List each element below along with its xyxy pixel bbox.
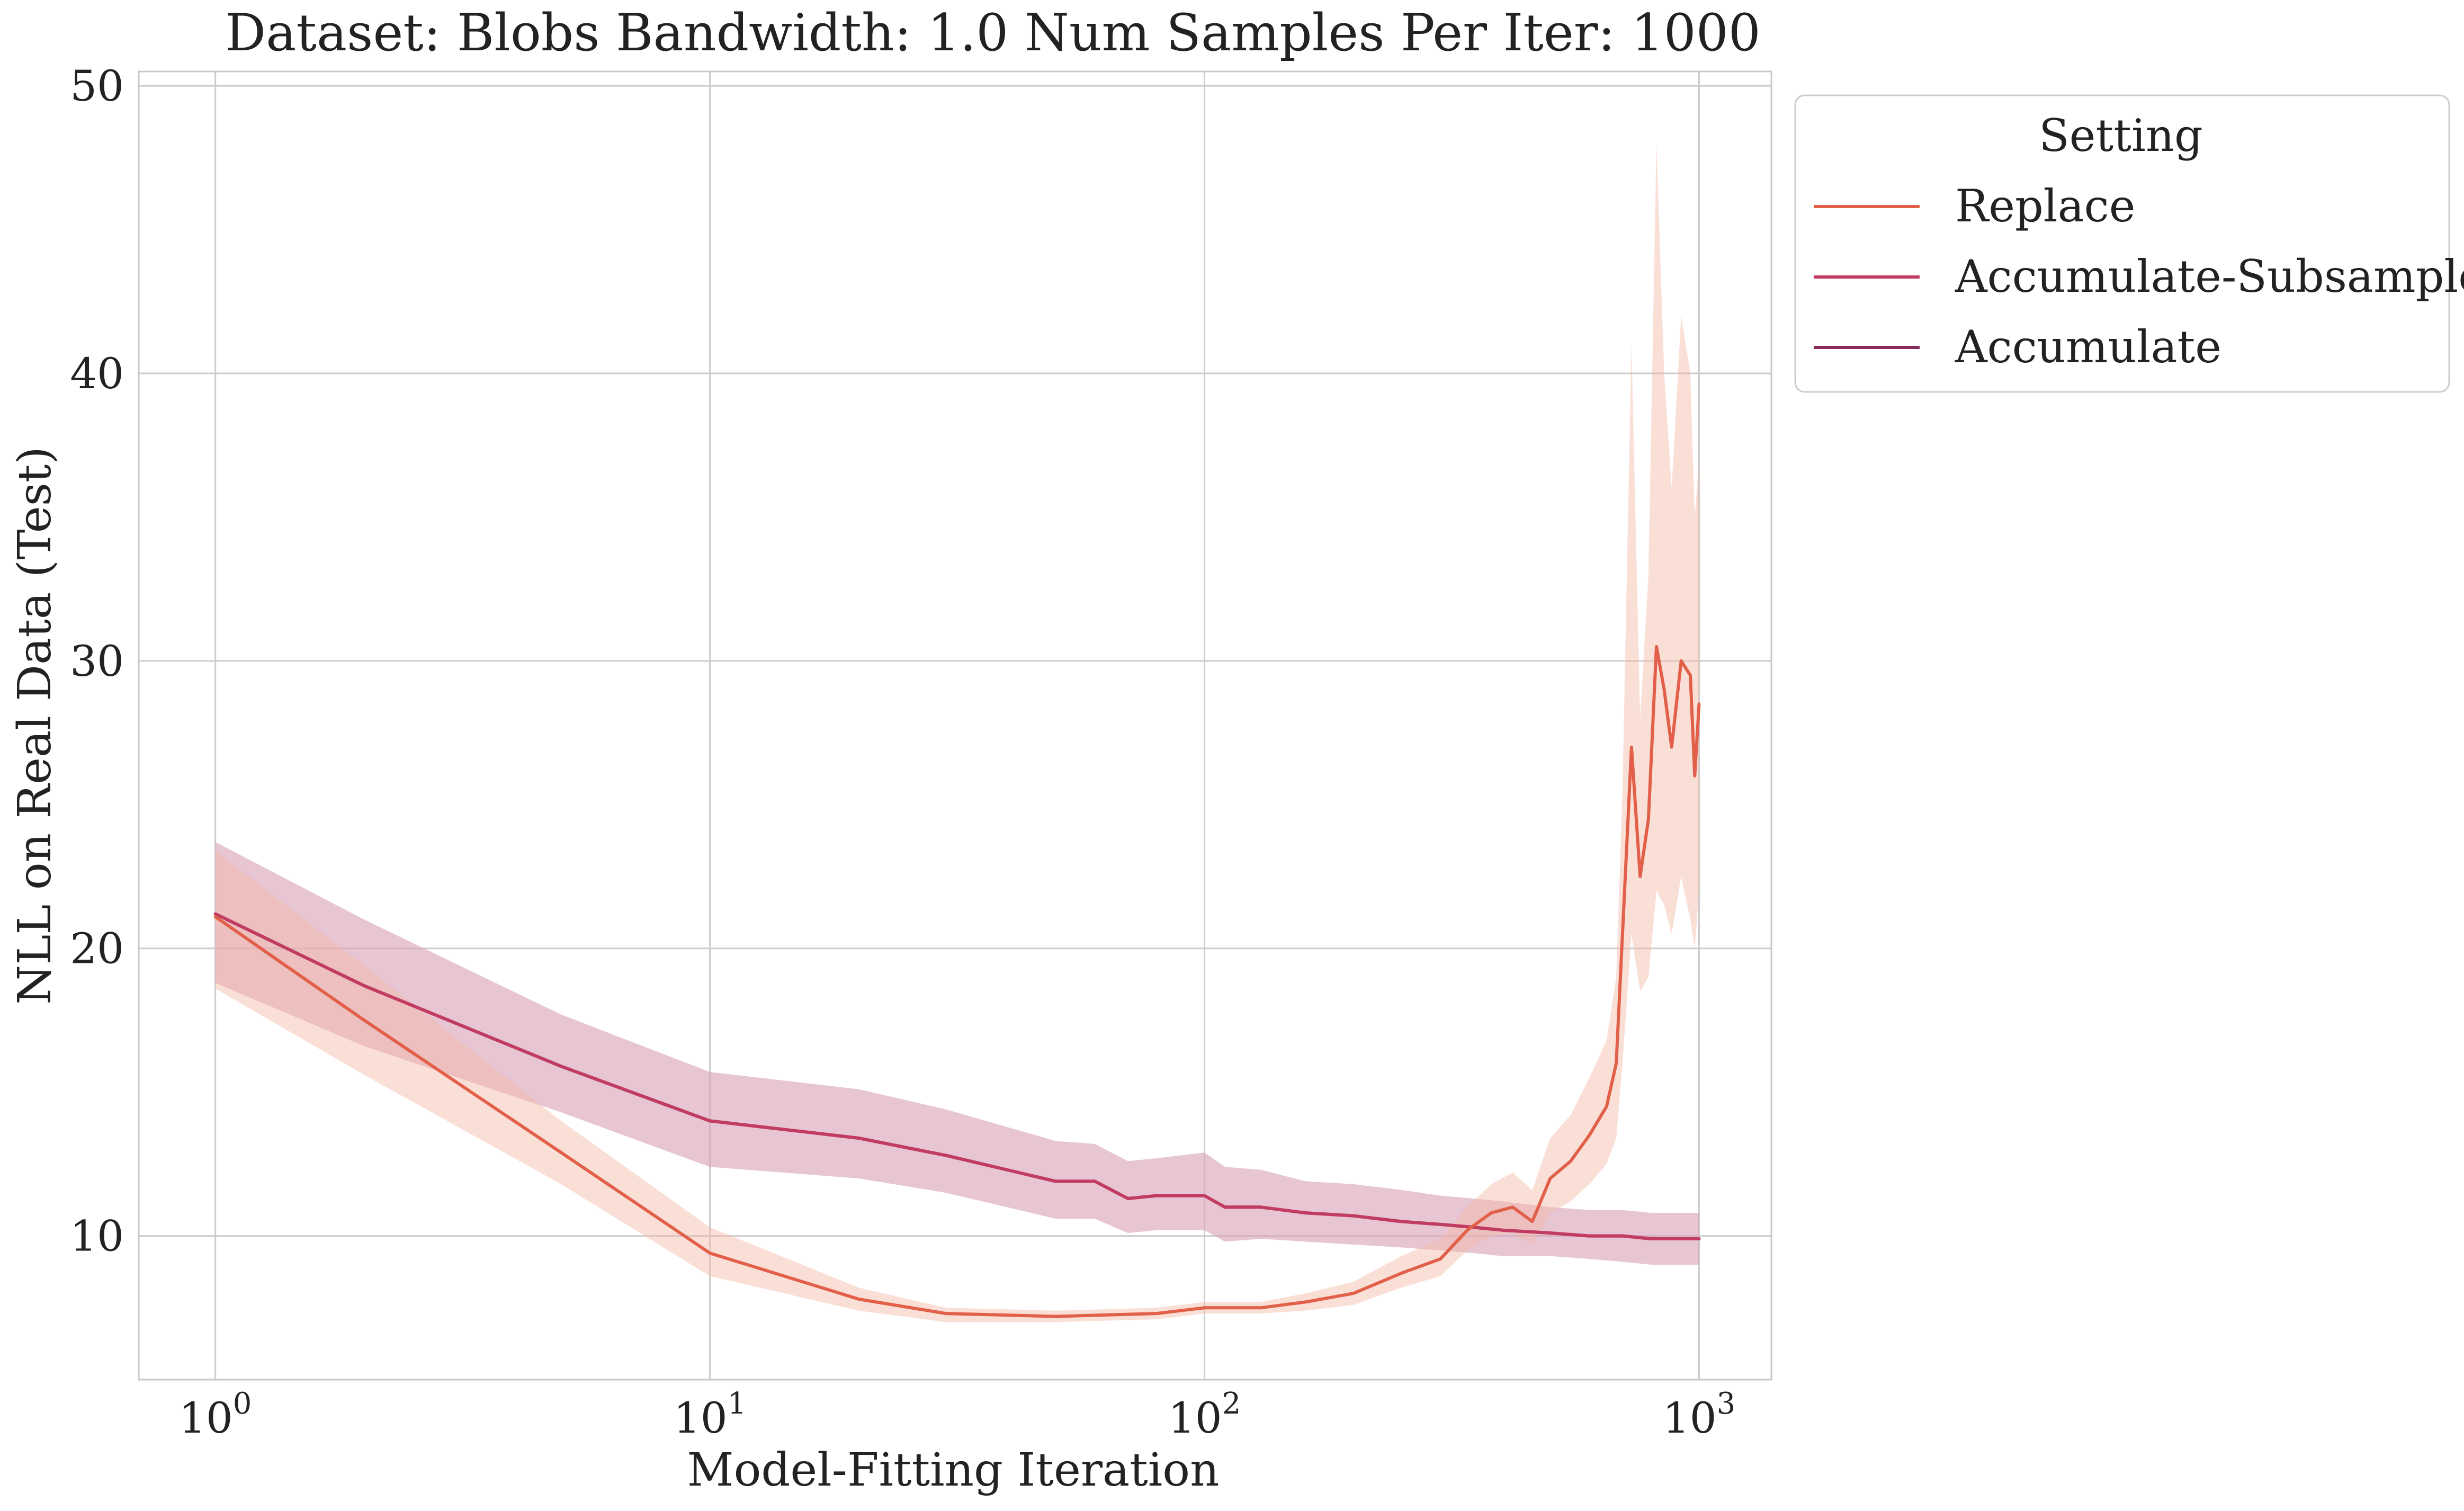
y-tick-label: 50: [70, 61, 124, 111]
band-accumulate-subsample: [215, 842, 1699, 1265]
x-tick-base: 10: [674, 1393, 728, 1443]
confidence-bands: [215, 143, 1699, 1322]
series-line-replace: [213, 645, 1701, 1318]
x-axis-label: Model-Fitting Iteration: [687, 1444, 1220, 1497]
y-tick-label: 20: [70, 924, 124, 973]
y-axis-label: NLL on Real Data (Test): [8, 446, 61, 1005]
x-axis-ticks: 100 101 102 103: [179, 1387, 1735, 1443]
y-axis-ticks: 10 20 30 40 50: [70, 61, 124, 1260]
band-accumulate: [215, 842, 1699, 1265]
y-tick-label: 30: [70, 637, 124, 686]
x-tick-label: 101: [674, 1387, 746, 1443]
x-tick-exponent: 0: [233, 1387, 252, 1421]
x-tick-label: 100: [179, 1387, 252, 1443]
y-tick-label: 40: [70, 349, 124, 398]
legend-items: Replace Accumulate-Subsample Accumulate: [1814, 180, 2464, 373]
series-lines: [213, 645, 1701, 1318]
y-tick-label: 10: [70, 1212, 124, 1261]
x-tick-base: 10: [1663, 1393, 1717, 1443]
x-tick-exponent: 2: [1222, 1387, 1241, 1421]
series-line-accumulate-subsample: [213, 912, 1701, 1240]
legend-box: [1794, 94, 2450, 393]
x-tick-base: 10: [1168, 1393, 1222, 1443]
plot-frame: [138, 70, 1772, 1381]
chart-title: Dataset: Blobs Bandwidth: 1.0 Num Sample…: [225, 3, 1761, 62]
x-tick-exponent: 3: [1717, 1387, 1736, 1421]
x-tick-base: 10: [179, 1393, 233, 1443]
band-replace: [215, 143, 1699, 1322]
x-tick-exponent: 1: [728, 1387, 747, 1421]
legend-label: Accumulate: [1955, 321, 2221, 373]
x-tick-label: 103: [1663, 1387, 1735, 1443]
legend-label: Accumulate-Subsample: [1955, 251, 2464, 302]
legend: Setting Replace Accumulate-Subsample Accum…: [1794, 94, 2464, 393]
legend-title: Setting: [2039, 110, 2203, 162]
legend-label: Replace: [1955, 180, 2135, 232]
gridlines: [139, 71, 1771, 1380]
x-tick-label: 102: [1168, 1387, 1241, 1443]
